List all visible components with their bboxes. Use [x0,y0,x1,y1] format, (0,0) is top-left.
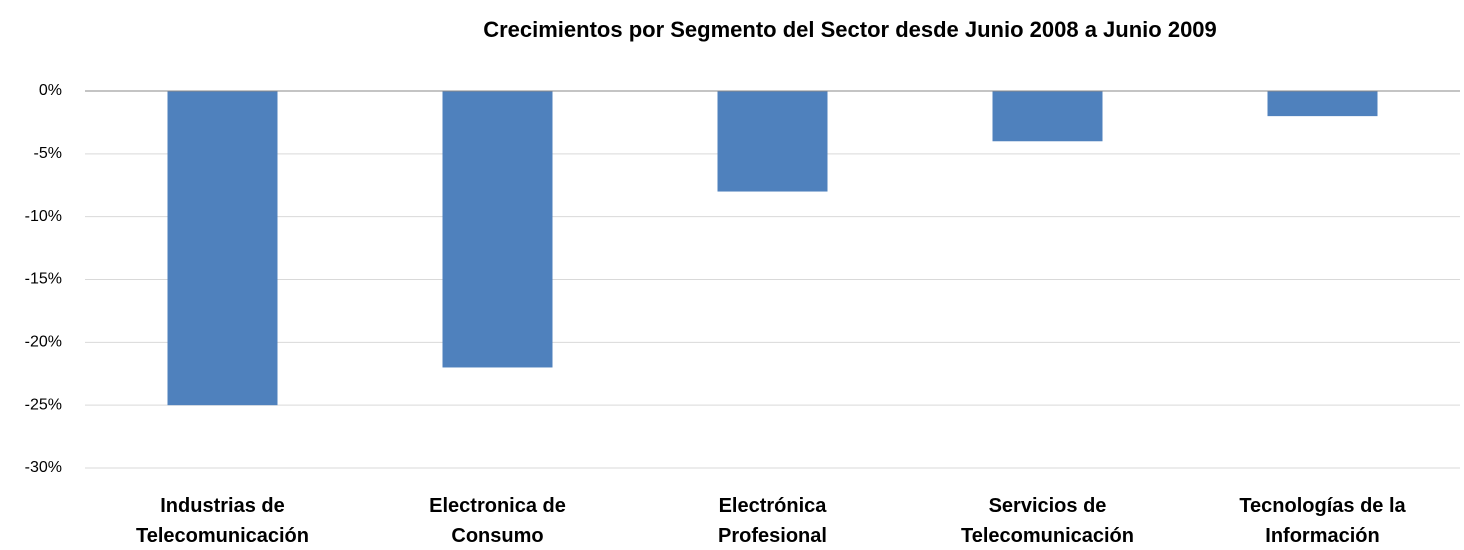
y-tick-label: -25% [25,396,62,413]
bar [442,91,553,368]
chart-title: Crecimientos por Segmento del Sector des… [483,17,1217,42]
x-tick-label: Electronica de Consumo [429,495,566,547]
x-tick-label: Industrias de Telecomunicación [135,495,309,547]
x-tick-label: Servicios de Telecomunicación [960,495,1134,547]
y-tick-label: -5% [34,145,62,162]
y-tick-label: 0% [39,82,62,99]
bar [717,91,828,192]
y-tick-label: -15% [25,271,62,288]
bar [992,91,1103,142]
y-tick-label: -20% [25,334,62,351]
x-tick-label: Electrónica Profesional [718,495,827,547]
bar [167,91,278,406]
y-tick-label: -30% [25,459,62,476]
y-tick-label: -10% [25,208,62,225]
bar [1267,91,1378,117]
x-tick-label: Tecnologías de la Información [1239,495,1406,547]
